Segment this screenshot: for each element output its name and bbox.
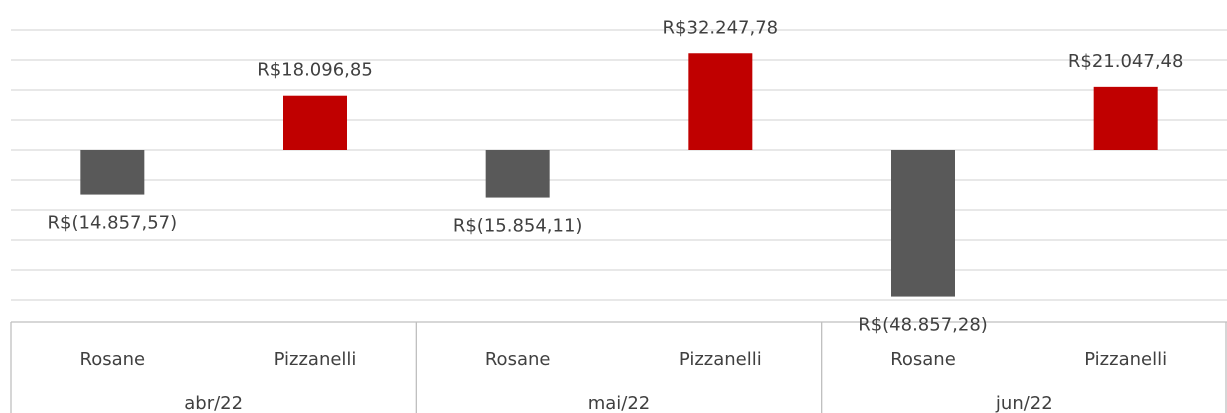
data-label: R$32.247,78 xyxy=(663,17,779,38)
data-label: R$(48.857,28) xyxy=(858,315,988,336)
bar xyxy=(891,150,955,297)
x-tick-label: Rosane xyxy=(890,349,956,370)
group-label: jun/22 xyxy=(995,393,1053,413)
bar xyxy=(283,95,347,150)
data-label: R$18.096,85 xyxy=(257,60,373,81)
group-label: abr/22 xyxy=(184,393,243,413)
bar xyxy=(485,150,550,198)
x-tick-label: Pizzanelli xyxy=(274,349,357,370)
x-tick-label: Pizzanelli xyxy=(1084,349,1167,370)
data-label: R$(15.854,11) xyxy=(453,216,583,237)
x-tick-label: Rosane xyxy=(485,349,551,370)
bar xyxy=(1093,86,1158,150)
data-label: R$(14.857,57) xyxy=(48,213,178,234)
bar xyxy=(80,150,145,195)
data-label: R$21.047,48 xyxy=(1068,51,1184,72)
x-tick-label: Rosane xyxy=(80,349,146,370)
bar xyxy=(688,53,753,150)
group-label: mai/22 xyxy=(588,393,651,413)
x-tick-label: Pizzanelli xyxy=(679,349,762,370)
